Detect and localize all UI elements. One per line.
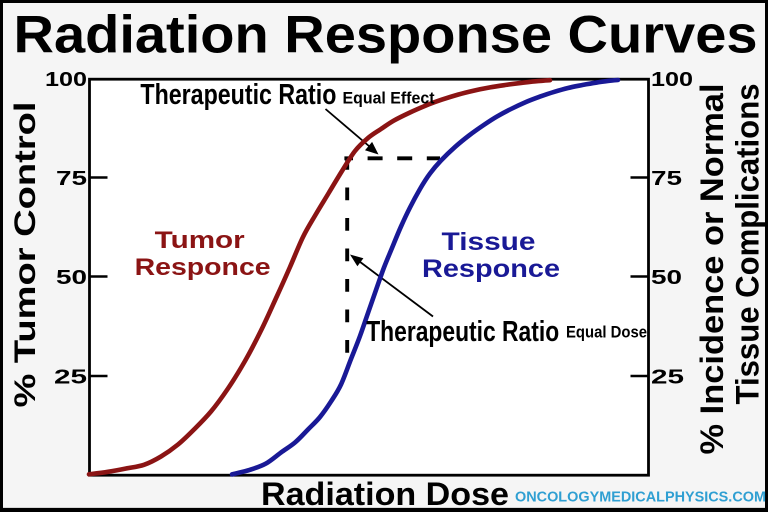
svg-text:75: 75 [56,168,87,190]
svg-text:50: 50 [56,267,87,289]
svg-text:Tumor: Tumor [155,227,245,254]
svg-text:ONCOLOGYMEDICALPHYSICS.COM: ONCOLOGYMEDICALPHYSICS.COM [515,490,766,506]
svg-text:25: 25 [651,366,684,388]
svg-text:% Incidence or Normal: % Incidence or Normal [694,83,730,454]
svg-text:Equal Dose: Equal Dose [566,323,647,342]
svg-text:Radiation Response Curves: Radiation Response Curves [14,6,758,65]
svg-text:% Tumor Control: % Tumor Control [9,102,42,408]
svg-text:75: 75 [651,168,682,190]
svg-text:Therapeutic Ratio: Therapeutic Ratio [366,316,559,348]
svg-text:50: 50 [651,267,682,289]
svg-text:Tissue: Tissue [442,228,536,256]
svg-text:100: 100 [651,69,693,91]
svg-text:25: 25 [54,366,87,388]
svg-text:100: 100 [45,69,87,91]
svg-text:Equal Effect: Equal Effect [343,89,435,108]
svg-text:Radiation Dose: Radiation Dose [261,476,509,512]
svg-text:Responce: Responce [135,254,271,281]
svg-text:Responce: Responce [422,255,560,283]
svg-text:Therapeutic Ratio: Therapeutic Ratio [140,79,336,111]
svg-text:Tissue Complications: Tissue Complications [730,84,766,405]
